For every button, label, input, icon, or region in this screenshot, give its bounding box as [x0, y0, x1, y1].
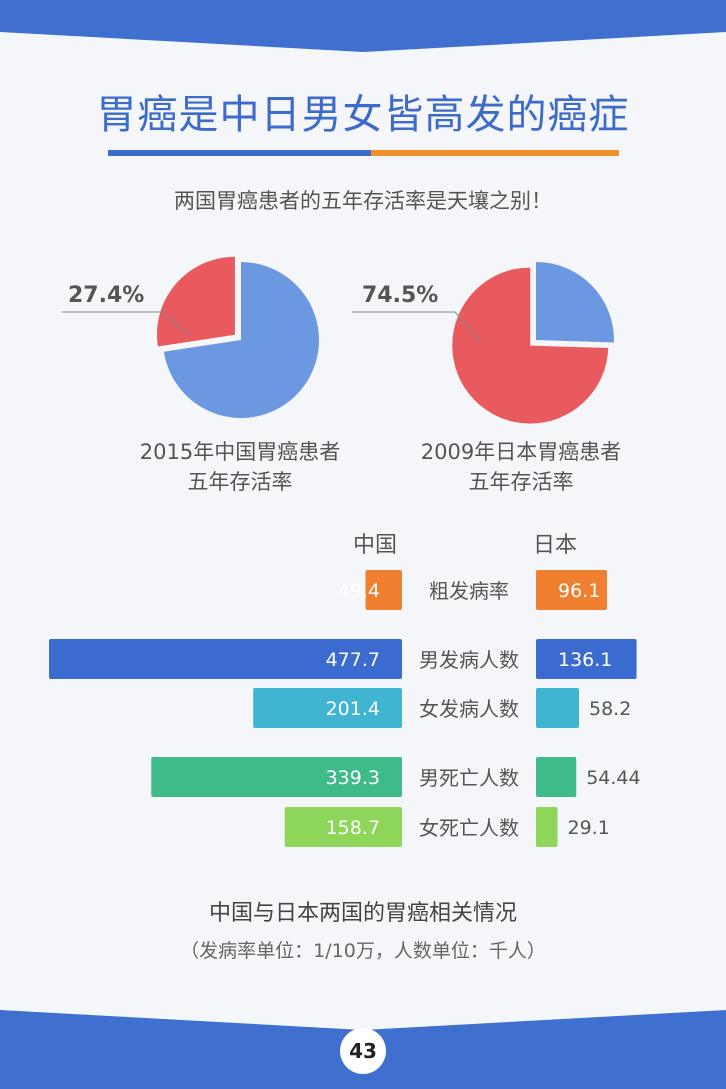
header-japan: 日本: [533, 533, 578, 558]
bar-japan-value: 29.1: [568, 817, 610, 839]
category-label: 女死亡人数: [419, 816, 519, 840]
pie-japan-slice-rest: [536, 262, 614, 343]
subtitle: 两国胃癌患者的五年存活率是天壤之别！: [174, 189, 552, 213]
title-rule-blue: [108, 150, 371, 156]
bar-china: [253, 688, 402, 728]
pie-china-caption: 2015年中国胃癌患者 五年存活率: [110, 437, 370, 497]
bar-japan-value: 136.1: [558, 649, 612, 671]
chart-title: 中国与日本两国的胃癌相关情况: [208, 901, 517, 926]
bar-china: [49, 639, 402, 679]
pie-japan-leader-line: [352, 311, 481, 341]
bar-japan-value: 58.2: [589, 698, 631, 720]
category-label: 粗发病率: [429, 579, 509, 603]
bar-china: [365, 570, 402, 610]
pie-china-leader-line: [62, 311, 191, 337]
pie-china-caption-line1: 2015年中国胃癌患者: [139, 440, 341, 464]
chart-note: （发病率单位：1/10万，人数单位：千人）: [180, 940, 546, 962]
pie-china-caption-line2: 五年存活率: [187, 470, 293, 494]
pie-china-label: 27.4%: [68, 283, 145, 308]
bar-china-value: 339.3: [326, 767, 380, 789]
header-china: 中国: [353, 533, 398, 558]
pie-japan-slice-highlight: [452, 267, 609, 424]
bar-china-value: 477.7: [326, 649, 380, 671]
pie-japan-label: 74.5%: [362, 283, 439, 308]
bar-china-value: 158.7: [326, 817, 380, 839]
bar-japan: [536, 688, 580, 728]
category-label: 男发病人数: [419, 648, 519, 672]
bar-chart: 49.4 96.1 粗发病率 477.7 136.1 男发病人数 201.4 58.2 女发病人…: [49, 570, 641, 847]
bar-china: [151, 757, 402, 797]
category-label: 女发病人数: [419, 697, 519, 721]
bar-japan: [536, 807, 558, 847]
bar-china-value: 49.4: [338, 580, 380, 602]
bar-china-value: 201.4: [326, 698, 380, 720]
pie-japan-caption-line1: 2009年日本胃癌患者: [420, 440, 622, 464]
page-title: 胃癌是中日男女皆高发的癌症: [96, 92, 630, 138]
bar-japan-value: 54.44: [586, 767, 640, 789]
pie-japan-caption: 2009年日本胃癌患者 五年存活率: [391, 437, 651, 497]
pie-charts: [62, 256, 614, 424]
bar-china: [284, 807, 402, 847]
bar-japan: [536, 639, 637, 679]
page-number: 43: [340, 1028, 386, 1074]
pie-china-slice-highlight: [156, 256, 235, 347]
bar-japan-value: 96.1: [558, 580, 600, 602]
bar-japan: [536, 570, 608, 610]
pie-japan-caption-line2: 五年存活率: [468, 470, 574, 494]
category-label: 男死亡人数: [419, 766, 519, 790]
title-rule-orange: [371, 150, 619, 156]
pie-china-slice-rest: [163, 262, 320, 418]
top-band: [0, 0, 726, 52]
bar-japan: [536, 757, 577, 797]
